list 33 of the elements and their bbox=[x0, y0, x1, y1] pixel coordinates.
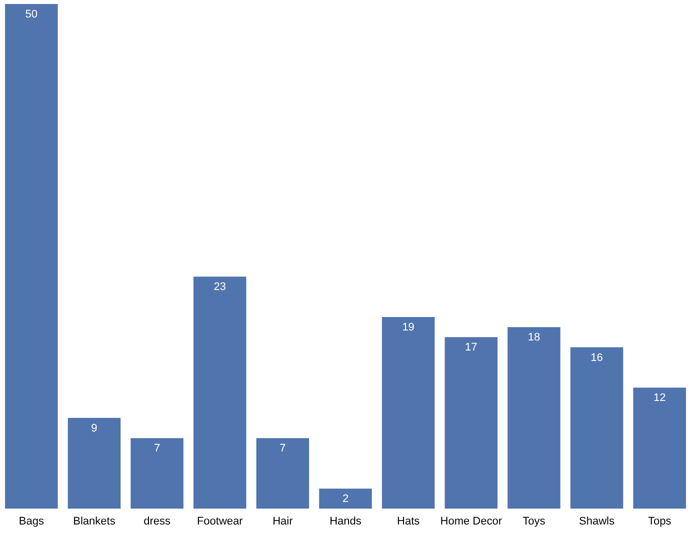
bar bbox=[68, 418, 121, 509]
bar bbox=[444, 337, 498, 509]
data-label: 9 bbox=[91, 422, 98, 434]
x-tick-label: Tops bbox=[648, 515, 672, 528]
x-tick-label: Hair bbox=[272, 515, 294, 528]
data-label: 12 bbox=[653, 392, 666, 404]
data-label: 7 bbox=[280, 442, 286, 455]
bar bbox=[633, 388, 686, 509]
x-tick-label: Hands bbox=[330, 515, 362, 528]
bar bbox=[382, 316, 435, 509]
data-label: 16 bbox=[590, 352, 603, 364]
data-label: 17 bbox=[465, 342, 478, 354]
x-tick-label: Toys bbox=[522, 515, 546, 528]
bar bbox=[130, 438, 184, 509]
x-tick-label: Bags bbox=[18, 515, 44, 528]
bar bbox=[5, 4, 58, 509]
bar bbox=[508, 327, 560, 509]
x-tick-label: Footwear bbox=[196, 515, 244, 528]
x-tick-label: dress bbox=[144, 515, 171, 528]
bar bbox=[570, 347, 624, 509]
data-label: 23 bbox=[214, 281, 226, 294]
data-label: 2 bbox=[342, 493, 349, 506]
data-label: 19 bbox=[402, 322, 414, 334]
bar bbox=[319, 488, 372, 509]
bar bbox=[193, 276, 246, 509]
x-tick-label: Shawls bbox=[579, 515, 615, 528]
data-label: 50 bbox=[25, 8, 38, 21]
x-tick-label: Hats bbox=[397, 515, 420, 528]
data-label: 18 bbox=[528, 332, 540, 344]
data-label: 7 bbox=[154, 442, 160, 455]
x-tick-label: Home Decor bbox=[440, 515, 502, 528]
x-tick-label: Blankets bbox=[73, 515, 116, 528]
bar bbox=[256, 438, 310, 509]
